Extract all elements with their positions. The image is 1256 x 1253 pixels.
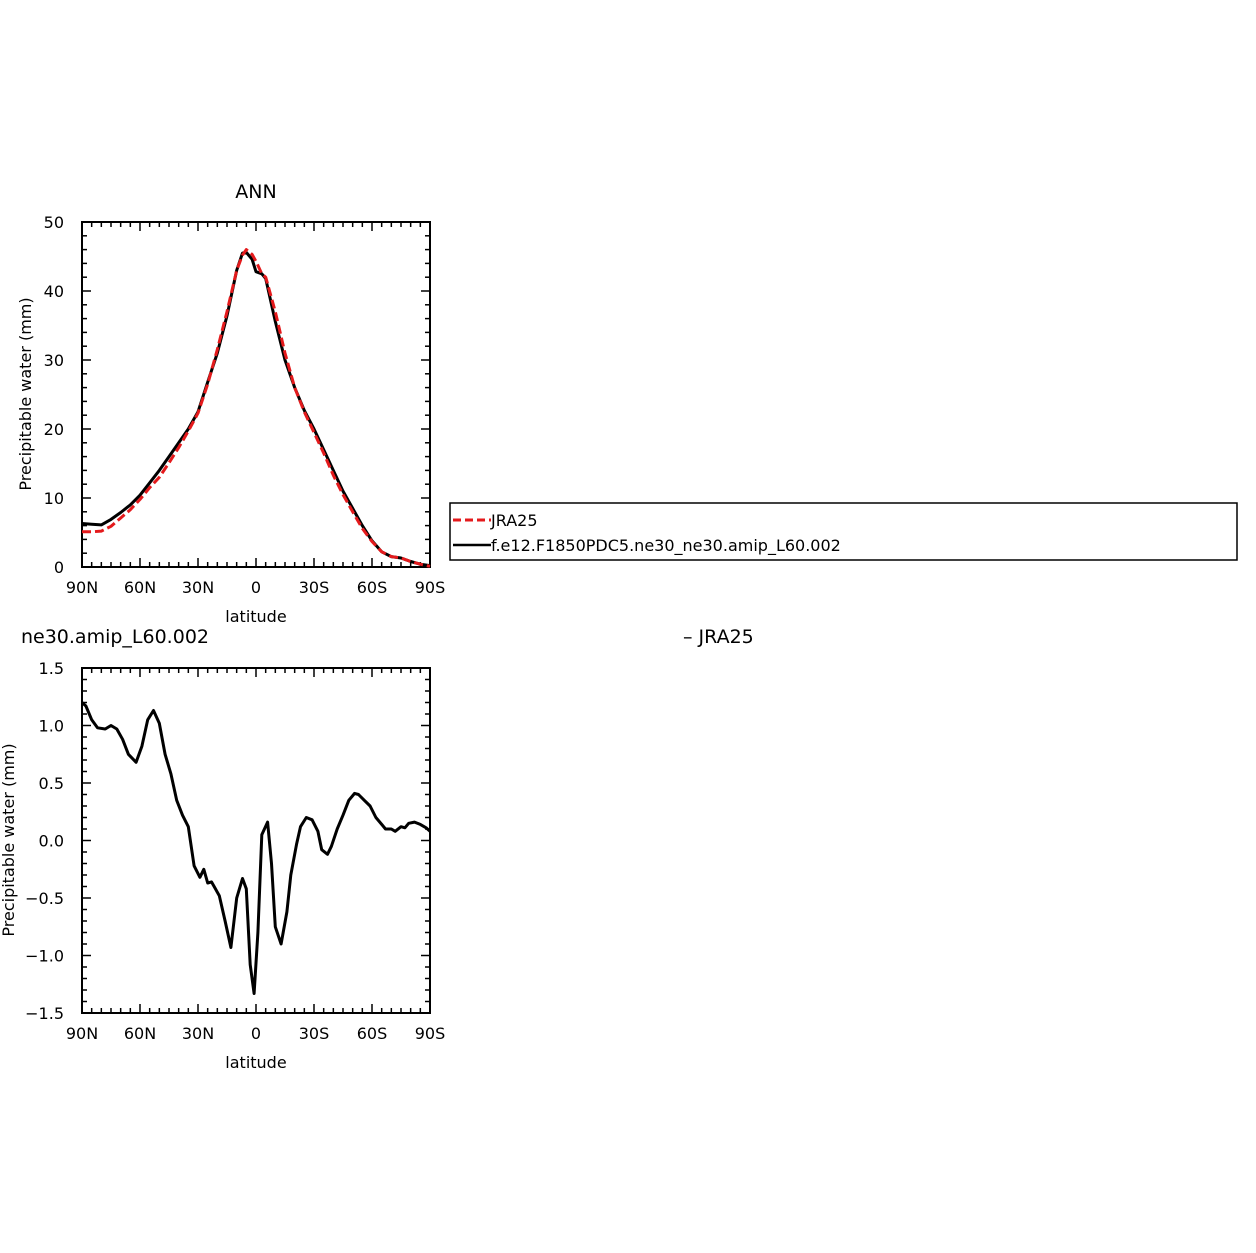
top-x-axis-label: latitude [225, 607, 286, 626]
bottom-x-tick-label: 30S [299, 1024, 330, 1043]
bottom-panel: ne30.amip_L60.002 – JRA25 90N 60N 30N 0 30S 6… [0, 626, 754, 1072]
bottom-series-line-model [80, 701, 432, 995]
bottom-ticks: 90N 60N 30N 0 30S 60S 90S −1.5 −1.0 −0.5 0.0 0.5 1.0… [25, 659, 445, 1043]
top-x-tick-label: 30N [182, 578, 214, 597]
top-panel-title: ANN [235, 181, 276, 203]
bottom-panel-right-title: – JRA25 [683, 626, 754, 648]
legend-jra-label: JRA25 [490, 511, 538, 530]
legend: JRA25 f.e12.F1850PDC5.ne30_ne30.amip_L60… [449, 502, 1238, 561]
bottom-y-tick-label: −0.5 [25, 889, 64, 908]
top-x-tick-label: 60N [124, 578, 156, 597]
bottom-y-tick-label: 1.0 [39, 717, 64, 736]
bottom-x-tick-label: 90S [415, 1024, 446, 1043]
top-ticks: 90N 60N 30N 0 30S 60S 90S 0 10 20 30 40 50 [44, 213, 446, 597]
top-y-tick-label: 40 [44, 282, 64, 301]
top-y-tick-label: 30 [44, 351, 64, 370]
bottom-x-tick-label: 0 [251, 1024, 261, 1043]
bottom-y-tick-label: 1.5 [39, 659, 64, 678]
bottom-x-axis-label: latitude [225, 1053, 286, 1072]
top-y-tick-label: 50 [44, 213, 64, 232]
top-panel: ANN 90N 60N 30N 0 30S 60S 90S 0 10 20 30 40 50 Preci… [16, 181, 445, 626]
top-x-tick-label: 90N [66, 578, 98, 597]
top-y-tick-label: 20 [44, 420, 64, 439]
bottom-x-tick-label: 60N [124, 1024, 156, 1043]
bottom-x-tick-label: 60S [357, 1024, 388, 1043]
bottom-y-tick-label: −1.0 [25, 947, 64, 966]
top-x-tick-label: 30S [299, 578, 330, 597]
bottom-y-axis-label: Precipitable water (mm) [0, 743, 18, 936]
bottom-x-tick-label: 30N [182, 1024, 214, 1043]
top-x-tick-label: 60S [357, 578, 388, 597]
bottom-y-tick-label: 0.0 [39, 832, 64, 851]
top-plot-area [81, 248, 431, 568]
top-x-tick-label: 0 [251, 578, 261, 597]
bottom-y-tick-label: 0.5 [39, 774, 64, 793]
bottom-panel-left-title: ne30.amip_L60.002 [21, 626, 209, 648]
top-y-tick-label: 0 [54, 558, 64, 577]
legend-box [449, 502, 1238, 561]
top-series-line-jra25 [82, 248, 431, 568]
bottom-plot-area [80, 701, 432, 995]
top-y-axis-label: Precipitable water (mm) [16, 297, 35, 490]
bottom-x-tick-label: 90N [66, 1024, 98, 1043]
legend-model-label: f.e12.F1850PDC5.ne30_ne30.amip_L60.002 [491, 536, 841, 556]
top-x-tick-label: 90S [415, 578, 446, 597]
top-y-tick-label: 10 [44, 489, 64, 508]
bottom-y-tick-label: −1.5 [25, 1004, 64, 1023]
